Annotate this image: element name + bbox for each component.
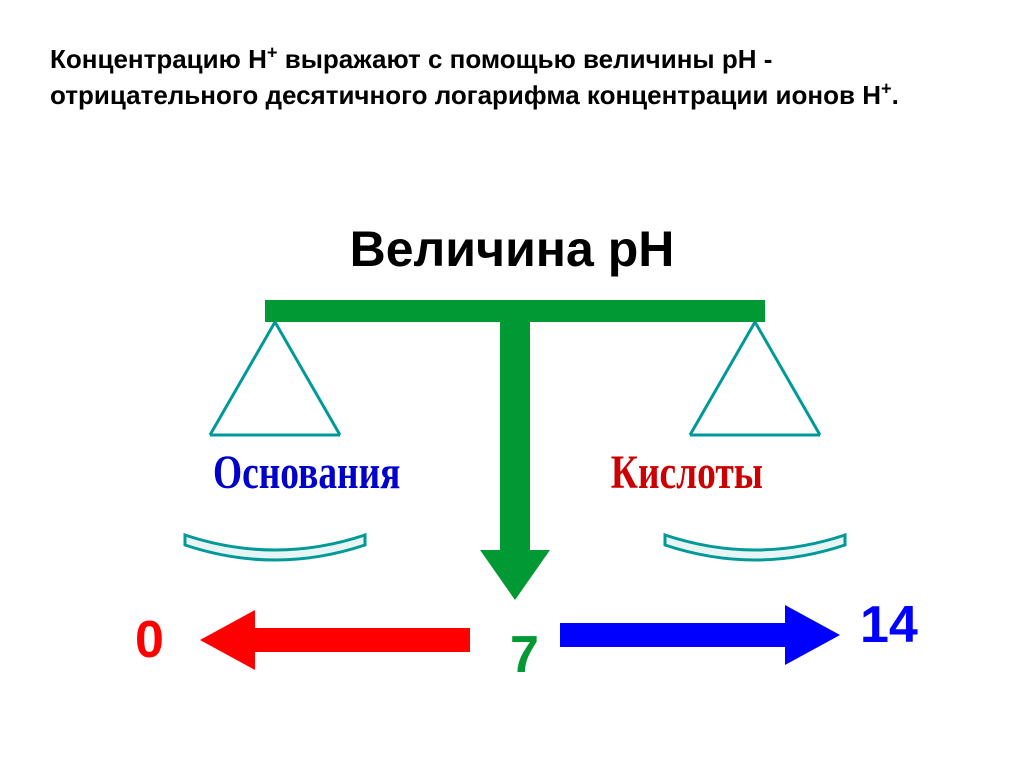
left-string-2 bbox=[275, 322, 340, 435]
description-text: Концентрацию H+ выражают с помощью велич… bbox=[50, 40, 974, 114]
right-string-2 bbox=[755, 322, 820, 435]
bases-label: Основания bbox=[213, 445, 447, 500]
left-arrow-icon bbox=[200, 610, 470, 670]
right-string-1 bbox=[690, 322, 755, 435]
scale-zero: 0 bbox=[135, 610, 164, 670]
right-arrow-icon bbox=[560, 605, 840, 665]
diagram-title: Величина рН bbox=[0, 220, 1024, 278]
scale-seven: 7 bbox=[510, 625, 539, 685]
scale-fourteen: 14 bbox=[860, 595, 918, 655]
description-content: Концентрацию H+ выражают с помощью велич… bbox=[50, 44, 899, 111]
left-pan bbox=[185, 535, 365, 560]
balance-scale-diagram bbox=[0, 290, 1024, 600]
pillar bbox=[500, 300, 530, 560]
left-string-1 bbox=[210, 322, 275, 435]
acids-label: Кислоты bbox=[611, 445, 829, 500]
pillar-arrowhead-icon bbox=[480, 550, 550, 600]
right-pan bbox=[665, 535, 845, 560]
